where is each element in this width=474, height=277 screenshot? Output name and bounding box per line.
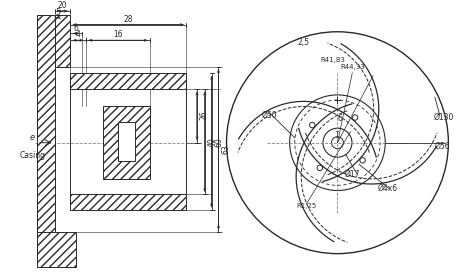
Bar [70, 73, 186, 89]
Bar [70, 194, 186, 210]
Bar [70, 73, 186, 89]
Text: 6: 6 [73, 24, 79, 32]
Bar [103, 106, 150, 179]
Bar [118, 122, 135, 161]
Text: 16: 16 [113, 30, 123, 39]
Bar [70, 194, 186, 210]
Bar [103, 106, 150, 179]
Text: 28: 28 [123, 15, 133, 24]
Text: e: e [30, 133, 35, 142]
Text: 40: 40 [208, 137, 217, 147]
Bar [55, 15, 70, 67]
Text: Ø130: Ø130 [434, 113, 454, 122]
Text: Ø4x6: Ø4x6 [378, 184, 398, 193]
Text: 26: 26 [200, 111, 209, 120]
Text: 6: 6 [338, 114, 343, 123]
Text: R1,25: R1,25 [296, 203, 316, 209]
Text: 5: 5 [55, 8, 60, 17]
Bar [37, 232, 76, 266]
Text: 20: 20 [58, 1, 67, 10]
Text: 60: 60 [215, 137, 224, 147]
Text: 63: 63 [221, 145, 230, 154]
Bar [37, 15, 55, 266]
Text: Casing: Casing [19, 151, 46, 160]
Text: 4: 4 [75, 30, 81, 39]
Bar [37, 15, 55, 266]
Text: R44,33: R44,33 [341, 64, 365, 70]
Text: Ø56: Ø56 [435, 142, 451, 151]
Text: R41,83: R41,83 [320, 57, 345, 63]
Text: Ø17: Ø17 [344, 170, 360, 178]
Text: Ø50: Ø50 [261, 111, 277, 120]
Bar [37, 232, 76, 266]
Text: 2,5: 2,5 [297, 38, 310, 47]
Bar [55, 15, 70, 67]
